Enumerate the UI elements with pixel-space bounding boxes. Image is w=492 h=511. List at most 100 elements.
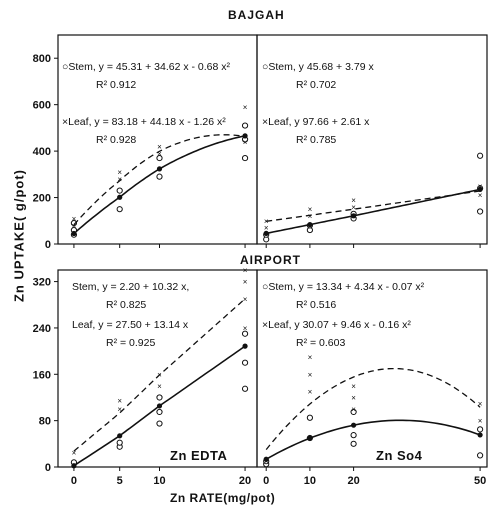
annotation-text: ○Stem, y = 13.34 + 4.34 x - 0.07 x² (262, 281, 425, 293)
data-point-leaf: × (478, 417, 483, 426)
data-point-leaf: × (117, 168, 122, 177)
x-tick-label: 0 (263, 475, 269, 487)
annotation-text: ×Leaf, y 30.07 + 9.46 x - 0.16 x² (262, 319, 411, 331)
fit-point (307, 221, 313, 228)
data-point-stem (306, 414, 313, 421)
y-tick-label: 200 (33, 193, 51, 205)
annotation-text: R² 0.912 (96, 79, 136, 91)
fit-point (242, 133, 248, 139)
data-point-leaf: × (478, 399, 483, 408)
data-point-leaf: × (72, 214, 77, 223)
data-point-stem (350, 408, 357, 416)
data-point-stem (116, 439, 123, 446)
fit-point (263, 456, 269, 462)
data-point-stem (241, 359, 249, 366)
x-tick-label: 5 (117, 475, 123, 487)
data-point-stem (156, 154, 163, 162)
y-tick-label: 320 (33, 277, 51, 289)
y-tick-label: 240 (33, 323, 51, 335)
data-point-stem (350, 432, 357, 439)
data-point-stem (477, 208, 484, 215)
annotation-text: R² = 0.603 (296, 337, 345, 349)
y-tick-label: 600 (33, 100, 51, 112)
annotation-text: R² 0.928 (96, 134, 136, 146)
data-point-leaf: × (157, 142, 162, 151)
x-tick-label: 0 (71, 475, 77, 487)
data-point-leaf: × (243, 324, 248, 333)
data-point-stem (241, 385, 249, 392)
y-tick-label: 160 (33, 369, 51, 381)
annotation-text: Leaf, y = 27.50 + 13.14 x (72, 319, 189, 331)
data-point-leaf: × (478, 182, 483, 191)
fit-line-stem (265, 419, 481, 460)
treatment-label: Zn EDTA (170, 448, 228, 463)
fit-line-leaf (265, 367, 481, 451)
data-point-leaf: × (243, 295, 248, 304)
fit-point (71, 230, 77, 237)
annotation-text: Stem, y = 2.20 + 10.32 x, (72, 281, 189, 293)
fit-point (307, 435, 313, 441)
fit-point (156, 403, 163, 409)
annotation-text: ○Stem, y 45.68 + 3.79 x (262, 61, 374, 73)
fit-line-leaf (73, 298, 246, 452)
x-tick-label: 50 (474, 475, 486, 487)
fit-point (263, 230, 269, 236)
panel-frame (256, 269, 488, 468)
fit-point (117, 194, 123, 200)
panel-1: ×××× ××××○Stem, y 45.68 + 3.79 xR² 0.702×… (256, 34, 488, 248)
bottom-panel-title: AIRPORT (240, 253, 301, 267)
data-point-leaf: × (72, 449, 77, 458)
data-point-stem (477, 152, 484, 159)
y-tick-label: 400 (33, 146, 51, 158)
data-point-leaf: × (351, 196, 356, 205)
data-point-stem (116, 187, 123, 194)
x-axis-label: Zn RATE(mg/pot) (170, 491, 276, 505)
data-point-leaf: × (264, 224, 269, 233)
data-point-leaf: × (264, 217, 269, 226)
data-point-leaf: × (351, 382, 356, 391)
fit-point (477, 432, 483, 438)
data-point-leaf: × (351, 405, 356, 414)
data-point-stem (156, 173, 163, 180)
x-tick-label: 10 (304, 475, 316, 487)
treatment-label: Zn So4 (376, 448, 423, 463)
fit-line-leaf (266, 190, 481, 222)
fit-point (242, 343, 248, 349)
data-point-stem (156, 420, 163, 427)
data-point-stem (241, 330, 249, 337)
fit-line-leaf (73, 134, 246, 226)
panel-frame (256, 34, 488, 245)
data-point-leaf: × (351, 203, 356, 212)
data-point-stem (350, 440, 357, 447)
data-point-leaf: × (72, 221, 77, 230)
fit-point (477, 186, 483, 192)
panel-frame (57, 269, 258, 468)
data-point-leaf: × (308, 370, 313, 379)
fit-point (351, 213, 357, 219)
data-point-leaf: × (243, 266, 248, 275)
annotation-text: ×Leaf, y 97.66 + 2.61 x (262, 116, 370, 128)
y-tick-label: 0 (45, 462, 51, 474)
data-point-stem (241, 154, 249, 162)
fit-point (117, 433, 123, 439)
data-point-leaf: × (351, 393, 356, 402)
data-point-stem (116, 206, 123, 213)
data-point-leaf: × (308, 212, 313, 221)
data-point-leaf: × (243, 138, 248, 147)
data-point-leaf: × (243, 103, 248, 112)
annotation-text: R² 0.785 (296, 134, 336, 146)
data-point-leaf: × (243, 278, 248, 287)
data-point-leaf: × (117, 175, 122, 184)
annotation-text: R² 0.825 (106, 299, 146, 311)
y-tick-label: 80 (39, 416, 51, 428)
data-point-leaf: × (157, 370, 162, 379)
annotation-text: R² 0.702 (296, 79, 336, 91)
annotation-text: R² 0.516 (296, 299, 336, 311)
annotation-text: ×Leaf, y = 83.18 + 44.18 x - 1.26 x² (62, 116, 226, 128)
data-point-leaf: × (157, 149, 162, 158)
top-panel-title: BAJGAH (228, 8, 285, 22)
